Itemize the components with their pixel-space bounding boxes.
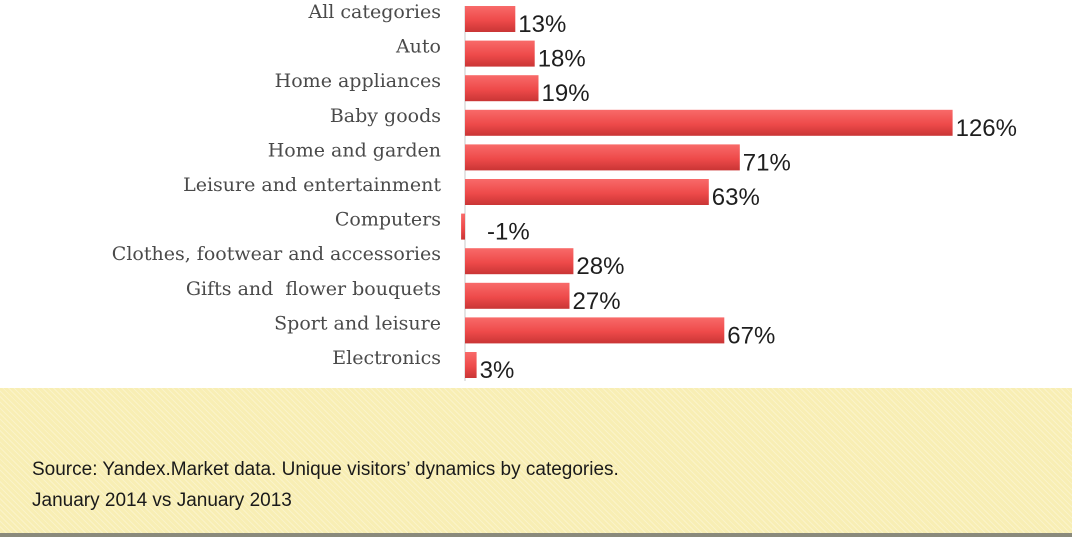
category-label-6: Computers xyxy=(335,209,441,231)
category-label-1: Auto xyxy=(395,36,441,58)
bar-2 xyxy=(465,75,539,102)
bar-1 xyxy=(465,40,535,67)
value-label-9: 67% xyxy=(727,322,775,349)
value-label-10: 3% xyxy=(480,357,515,384)
bar-9 xyxy=(465,317,725,344)
value-label-8: 27% xyxy=(573,288,621,315)
category-label-10: Electronics xyxy=(332,347,441,369)
source-line-1: Source: Yandex.Market data. Unique visit… xyxy=(32,459,619,480)
category-label-8: Gifts and flower bouquets xyxy=(186,278,441,300)
bar-7 xyxy=(465,248,574,275)
category-label-3: Baby goods xyxy=(330,105,441,127)
bar-6 xyxy=(461,213,465,240)
bar-chart: All categories 13% Auto 18% Home appliances 1… xyxy=(112,1,1017,384)
value-label-4: 71% xyxy=(743,149,791,176)
bar-5 xyxy=(465,179,709,205)
value-label-1: 18% xyxy=(538,46,586,73)
value-label-0: 13% xyxy=(518,11,566,38)
bar-0 xyxy=(465,6,516,32)
bar-8 xyxy=(465,282,570,309)
value-label-7: 28% xyxy=(576,253,624,280)
chart-area: All categories 13% Auto 18% Home appliances 1… xyxy=(111,1,1017,384)
category-label-9: Sport and leisure xyxy=(274,312,441,334)
category-label-7: Clothes, footwear and accessories xyxy=(112,243,441,265)
source-panel: Source: Yandex.Market data. Unique visit… xyxy=(0,388,1072,537)
bar-3 xyxy=(465,109,953,136)
value-label-3: 126% xyxy=(956,115,1017,142)
value-label-6: -1% xyxy=(487,219,530,246)
bar-10 xyxy=(465,352,477,378)
category-label-4: Home and garden xyxy=(268,139,441,161)
category-label-5: Leisure and entertainment xyxy=(183,174,441,196)
category-label-0: All categories xyxy=(307,1,441,23)
source-note: Source: Yandex.Market data. Unique visit… xyxy=(32,454,619,516)
value-label-2: 19% xyxy=(542,80,590,107)
value-label-5: 63% xyxy=(712,184,760,211)
bars-layer: All categories 13% Auto 18% Home appliances 1… xyxy=(112,1,1017,384)
category-label-2: Home appliances xyxy=(275,70,441,92)
source-line-2: January 2014 vs January 2013 xyxy=(32,490,292,511)
bar-4 xyxy=(465,144,740,171)
